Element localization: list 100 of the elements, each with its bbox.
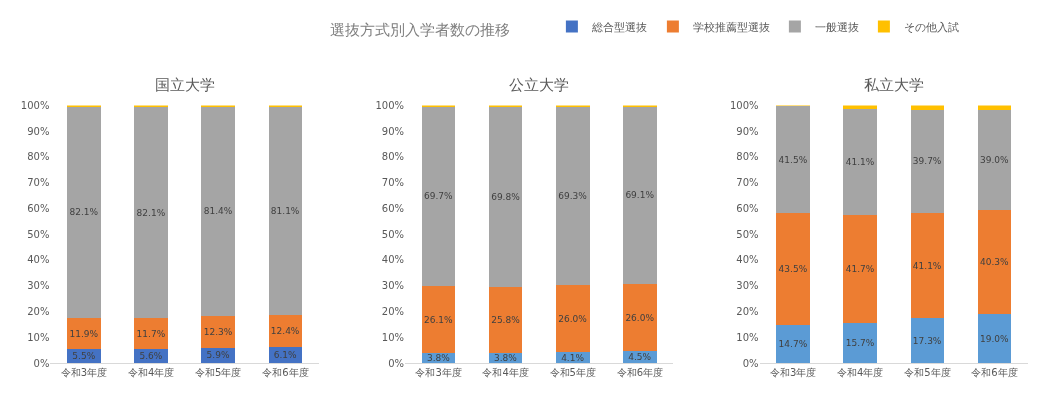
data-label: 69.7%: [424, 191, 454, 202]
x-tick-label: 令和6年度: [971, 367, 1018, 378]
bar: [843, 322, 877, 363]
bar: [268, 106, 303, 316]
bar: [421, 106, 456, 286]
chart-title: 私立大学: [864, 76, 924, 94]
bar: [910, 318, 945, 363]
data-label: 26.0%: [558, 313, 588, 324]
bar: [977, 314, 1012, 363]
data-label: 3.8%: [494, 353, 518, 364]
y-tick-label: 100%: [375, 99, 405, 111]
bar: [910, 212, 945, 319]
y-tick-label: 60%: [381, 202, 405, 214]
data-label: 26.0%: [625, 312, 655, 323]
data-label: 43.5%: [778, 264, 808, 275]
data-label: 14.7%: [778, 339, 808, 350]
y-tick-label: 30%: [27, 280, 50, 292]
x-tick-label: 令和6年度: [262, 367, 309, 378]
bar: [977, 210, 1012, 315]
x-tick-label: 令和4年度: [837, 367, 884, 378]
bar: [776, 213, 810, 326]
bar: [977, 105, 1012, 110]
data-label: 3.8%: [426, 353, 451, 364]
data-label: 41.7%: [845, 263, 875, 274]
data-label: 82.1%: [136, 207, 166, 218]
y-tick-label: 30%: [381, 280, 405, 292]
bar: [556, 285, 590, 353]
data-label: 39.0%: [979, 155, 1009, 166]
data-label: 5.9%: [206, 350, 230, 361]
y-tick-label: 50%: [27, 228, 50, 240]
bar: [910, 110, 945, 213]
y-tick-label: 90%: [381, 125, 405, 137]
bar: [776, 325, 810, 363]
y-tick-label: 90%: [27, 125, 50, 137]
y-tick-label: 70%: [27, 177, 50, 189]
x-tick-label: 令和3年度: [415, 367, 462, 378]
data-label: 81.1%: [270, 205, 300, 216]
y-tick-label: 10%: [27, 331, 50, 343]
x-tick-label: 令和5年度: [195, 367, 242, 378]
y-tick-label: 70%: [381, 177, 405, 189]
x-tick-label: 令和6年度: [616, 367, 664, 378]
text: 選抜方式別入学者数の推移: [330, 21, 510, 39]
bar: [134, 106, 168, 319]
data-label: 41.1%: [845, 157, 875, 168]
y-tick-label: 0%: [742, 357, 759, 369]
y-tick-label: 90%: [736, 125, 759, 137]
y-tick-label: 0%: [33, 357, 50, 369]
y-tick-label: 10%: [736, 331, 759, 343]
data-label: 6.1%: [273, 350, 297, 361]
y-tick-label: 60%: [27, 202, 50, 214]
y-tick-label: 20%: [381, 305, 405, 317]
y-tick-label: 40%: [27, 254, 50, 266]
y-tick-label: 50%: [736, 228, 759, 240]
data-label: 82.1%: [69, 207, 99, 218]
x-tick-label: 令和4年度: [482, 367, 529, 378]
y-tick-label: 100%: [20, 99, 50, 111]
bar: [556, 106, 590, 286]
legend-label: その他入試: [903, 20, 959, 34]
x-tick-label: 令和5年度: [904, 367, 951, 378]
data-label: 41.5%: [778, 154, 808, 165]
data-label: 81.4%: [203, 206, 233, 217]
bar: [843, 109, 877, 216]
y-tick-label: 20%: [736, 305, 759, 317]
data-label: 12.3%: [203, 326, 233, 337]
data-label: 5.5%: [72, 350, 96, 361]
y-tick-label: 20%: [27, 305, 50, 317]
y-tick-label: 60%: [736, 202, 759, 214]
bar: [201, 316, 236, 348]
data-label: 39.7%: [912, 156, 942, 167]
y-tick-label: 80%: [381, 151, 405, 163]
data-label: 69.1%: [625, 190, 655, 201]
data-label: 41.1%: [912, 260, 942, 271]
y-tick-label: 50%: [381, 228, 405, 240]
legend-label: 総合型選抜: [590, 20, 647, 34]
data-label: 17.3%: [912, 335, 942, 346]
data-label: 69.8%: [491, 191, 521, 202]
x-tick-label: 令和3年度: [60, 367, 108, 378]
bar: [776, 106, 810, 214]
data-label: 5.6%: [139, 350, 163, 361]
data-label: 4.5%: [628, 352, 652, 363]
chart-title: 国立大学: [155, 76, 215, 94]
y-tick-label: 40%: [736, 254, 759, 266]
bar: [67, 318, 101, 349]
legend-label: 一般選抜: [814, 20, 859, 34]
x-tick-label: 令和3年度: [769, 367, 817, 378]
y-tick-label: 100%: [729, 99, 759, 111]
chart-title: 公立大学: [509, 76, 569, 94]
data-label: 11.7%: [136, 328, 166, 339]
bar: [488, 106, 523, 287]
y-tick-label: 40%: [381, 254, 405, 266]
data-label: 12.4%: [270, 326, 300, 337]
bar: [134, 318, 168, 349]
data-label: 26.1%: [424, 314, 454, 325]
y-tick-label: 80%: [27, 151, 50, 163]
bar: [977, 109, 1012, 211]
data-label: 11.9%: [69, 328, 99, 339]
y-tick-label: 0%: [388, 357, 405, 369]
data-label: 4.1%: [561, 352, 585, 363]
y-tick-label: 30%: [736, 280, 759, 292]
data-label: 69.3%: [558, 191, 588, 202]
